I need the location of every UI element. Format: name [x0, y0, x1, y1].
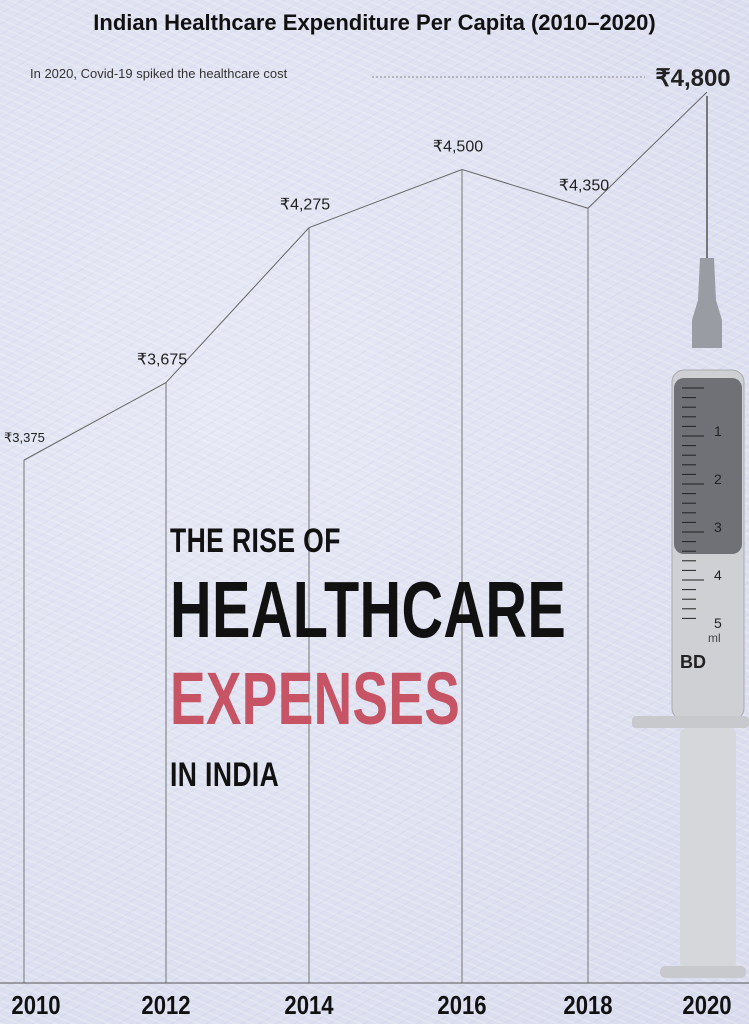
hero-line-3: EXPENSES	[170, 657, 461, 740]
syringe-scale-label: 5	[714, 615, 722, 631]
data-label-2014: ₹4,275	[280, 197, 330, 214]
syringe-illustration: 1 2 3 4 5 BD ml	[632, 96, 749, 978]
hero-line-2: HEALTHCARE	[170, 565, 567, 654]
syringe-flange	[632, 716, 749, 728]
chart-title: Indian Healthcare Expenditure Per Capita…	[93, 10, 656, 35]
data-label-2018: ₹4,350	[559, 177, 609, 194]
syringe-brand: BD	[680, 652, 706, 672]
syringe-liquid	[674, 378, 742, 554]
data-label-2020: ₹4,800	[655, 65, 730, 92]
data-label-2012: ₹3,675	[137, 352, 187, 369]
syringe-hub	[692, 258, 722, 348]
syringe-scale-label: 1	[714, 423, 722, 439]
syringe-scale-label: 3	[714, 519, 722, 535]
hero-line-4: IN INDIA	[170, 756, 280, 794]
series-line	[23, 91, 708, 461]
syringe-plunger	[680, 728, 736, 968]
syringe-scale-label: 2	[714, 471, 722, 487]
x-tick-2014: 2014	[284, 991, 334, 1020]
x-tick-2016: 2016	[437, 991, 486, 1020]
x-tick-2018: 2018	[563, 991, 612, 1020]
hero-line-1: THE RISE OF	[170, 522, 341, 560]
syringe-plunger-cap	[660, 966, 746, 978]
syringe-unit: ml	[708, 631, 721, 645]
syringe-scale-label: 4	[714, 567, 722, 583]
data-label-2010: ₹3,375	[4, 430, 45, 445]
x-tick-2020: 2020	[682, 991, 731, 1020]
annotation-text: In 2020, Covid-19 spiked the healthcare …	[30, 66, 288, 81]
x-tick-2010: 2010	[11, 991, 60, 1020]
data-label-2016: ₹4,500	[433, 139, 483, 156]
x-tick-2012: 2012	[141, 991, 190, 1020]
